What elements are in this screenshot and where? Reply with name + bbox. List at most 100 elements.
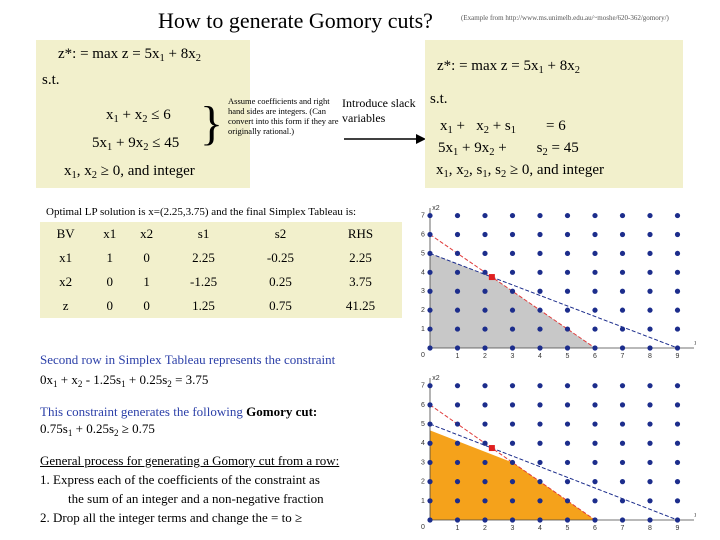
original-constraint-2: 5x1 + 9x2 ≤ 45	[92, 135, 180, 153]
y-tick-label: 2	[421, 307, 425, 314]
lattice-point	[482, 212, 488, 219]
lattice-point	[482, 402, 488, 408]
x-axis-label: x1	[694, 340, 696, 347]
table-row: x2 0 1 -1.25 0.25 3.75	[40, 270, 402, 294]
lattice-point	[427, 307, 433, 313]
lattice-point	[592, 231, 598, 238]
lattice-point	[454, 402, 461, 408]
lattice-point	[509, 479, 516, 485]
lattice-point	[564, 326, 571, 332]
y-tick-label: 6	[421, 402, 425, 409]
table-cell: 3.75	[349, 274, 372, 289]
lattice-point	[674, 288, 681, 294]
lattice-point	[647, 250, 653, 257]
y-tick-label: 1	[421, 326, 425, 333]
lattice-point	[619, 517, 626, 523]
lattice-point	[509, 288, 516, 294]
lattice-point	[537, 307, 543, 313]
lattice-point	[619, 212, 626, 219]
x-tick-label: 6	[593, 353, 597, 360]
x-tick-label: 8	[648, 525, 652, 532]
x-tick-label: 3	[511, 353, 515, 360]
feasible-region	[430, 430, 595, 520]
lattice-point	[647, 269, 653, 275]
lattice-point	[454, 269, 461, 275]
lattice-point	[674, 421, 681, 427]
lattice-point	[454, 307, 461, 313]
slack-note: Introduce slack variables	[342, 96, 416, 125]
lattice-point	[427, 402, 433, 408]
lattice-point	[537, 345, 543, 351]
table-row: z 0 0 1.25 0.75 41.25	[40, 294, 402, 318]
origin-label: 0	[421, 524, 425, 531]
lattice-point	[537, 250, 543, 257]
lattice-point	[482, 479, 488, 485]
constraint-2-line	[429, 423, 678, 521]
lattice-point	[454, 459, 461, 466]
explanation-line-4: 0.75s1 + 0.25s2 ≥ 0.75	[40, 421, 155, 438]
lattice-point	[537, 498, 543, 504]
x-axis-label: x1	[694, 512, 696, 519]
lattice-point	[509, 269, 516, 275]
lattice-point	[564, 402, 571, 408]
lattice-point	[647, 383, 653, 389]
lattice-point	[674, 250, 681, 257]
lattice-point	[509, 459, 516, 466]
lattice-point	[537, 383, 543, 389]
lattice-point	[509, 517, 516, 523]
lattice-point	[482, 288, 488, 294]
x-tick-label: 5	[566, 353, 570, 360]
lattice-point	[564, 440, 571, 446]
lattice-point	[427, 250, 433, 257]
lattice-point	[454, 479, 461, 485]
process-step-2: 2. Drop all the integer terms and change…	[40, 510, 303, 525]
x-tick-label: 1	[456, 353, 460, 360]
lattice-point	[427, 269, 433, 275]
lattice-point	[454, 383, 461, 389]
lattice-point	[564, 307, 571, 313]
gomory-cut-region-plot: 1 2 3 4 5 6 7 8 9 1 2 3 4 5 6 7 0 x1 x2	[416, 366, 696, 534]
lattice-point	[647, 440, 653, 446]
tableau-header-row: BV x1 x2 s1 s2 RHS	[40, 222, 402, 246]
lattice-point	[647, 288, 653, 294]
lattice-point	[454, 498, 461, 504]
lattice-point	[537, 479, 543, 485]
lattice-point	[509, 250, 516, 257]
original-constraint-1: x1 + x2 ≤ 6	[106, 107, 171, 125]
lattice-point	[564, 288, 571, 294]
lattice-point	[647, 212, 653, 219]
lattice-point	[509, 402, 516, 408]
lattice-point	[619, 269, 626, 275]
lattice-point	[427, 345, 433, 351]
lattice-point	[454, 212, 461, 219]
lattice-point	[674, 212, 681, 219]
lattice-point	[427, 326, 433, 332]
lattice-point	[592, 326, 598, 332]
table-cell: 1.25	[192, 298, 215, 313]
lattice-point	[454, 326, 461, 332]
lattice-point	[592, 459, 598, 466]
lattice-point	[482, 307, 488, 313]
table-cell: 2.25	[349, 250, 372, 265]
lattice-point	[592, 383, 598, 389]
constraint-2-line	[429, 252, 678, 349]
lattice-point	[509, 383, 516, 389]
y-tick-label: 4	[421, 269, 425, 276]
lattice-point	[482, 326, 488, 332]
original-st: s.t.	[42, 72, 60, 88]
lattice-point	[509, 231, 516, 238]
lattice-point	[537, 440, 543, 446]
lattice-point	[509, 307, 516, 313]
lattice-point	[674, 231, 681, 238]
y-tick-label: 5	[421, 421, 425, 428]
y-tick-label: 1	[421, 498, 425, 505]
lattice-point	[619, 440, 626, 446]
feasible-region	[430, 253, 595, 348]
lattice-point	[674, 345, 681, 351]
lattice-point	[592, 269, 598, 275]
lattice-point	[564, 498, 571, 504]
y-tick-label: 6	[421, 231, 425, 238]
table-cell: 41.25	[345, 298, 376, 313]
lattice-point	[537, 421, 543, 427]
header-cell: s1	[197, 226, 210, 241]
